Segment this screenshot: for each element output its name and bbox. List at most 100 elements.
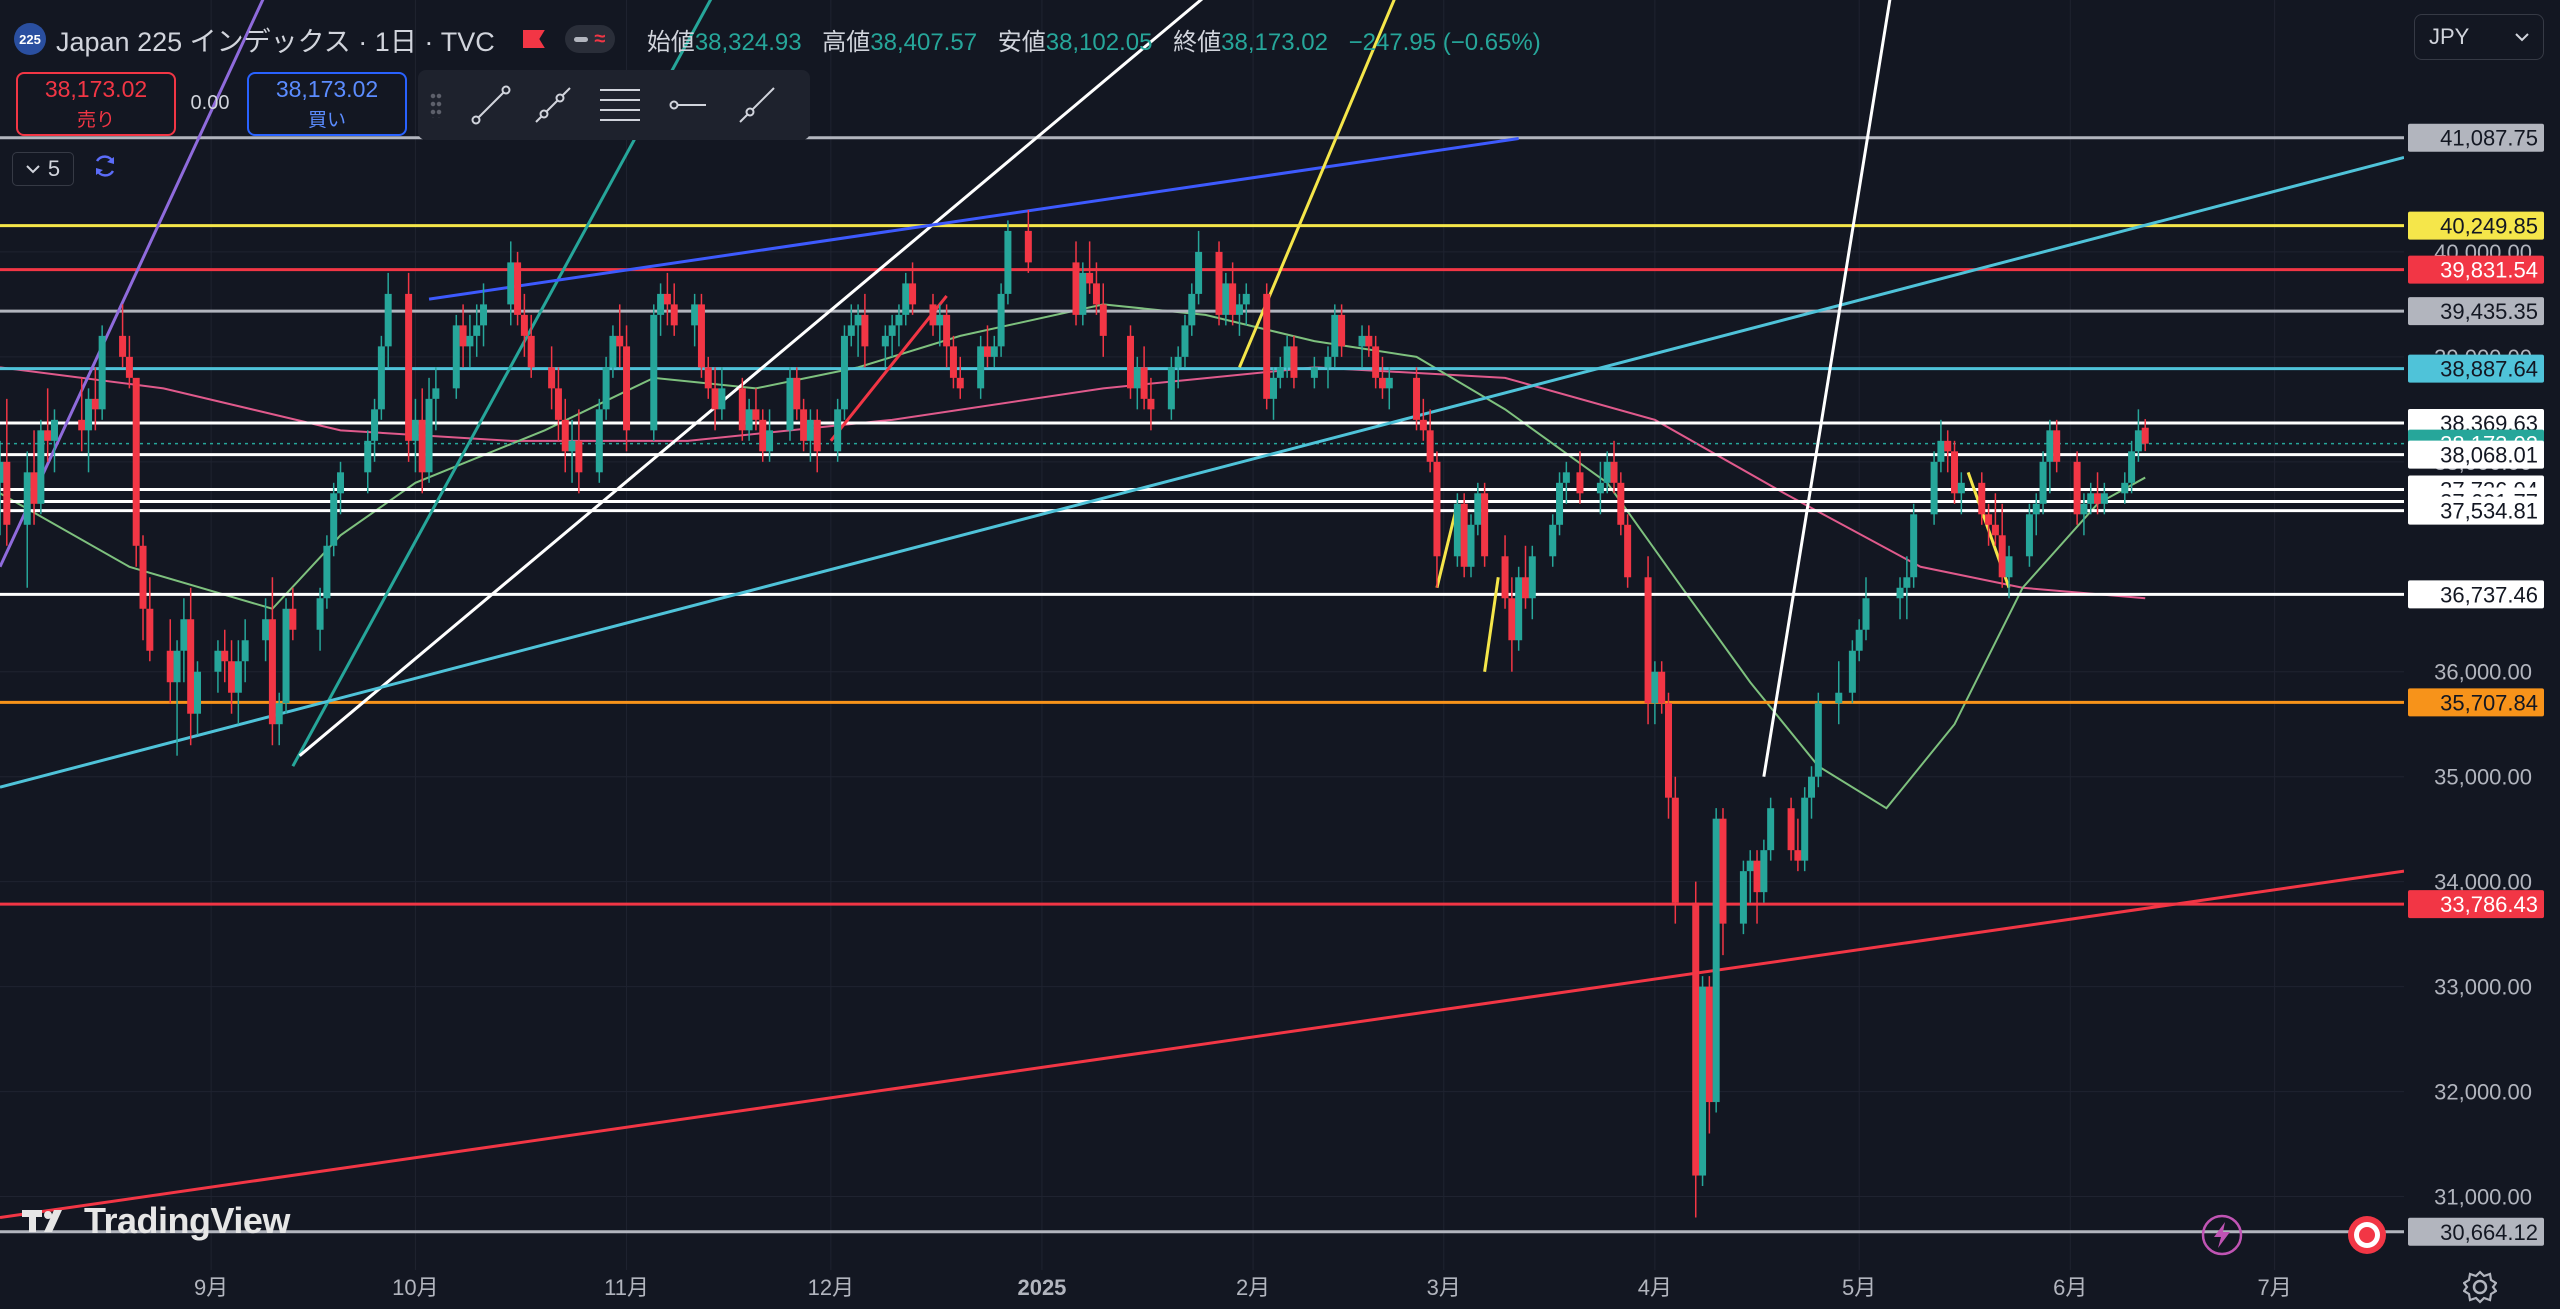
price-axis-bg [2404,0,2560,1309]
candle-body [507,262,515,305]
open-label: 始値 [646,28,695,56]
candle-body [602,367,610,410]
candle-body [527,335,535,368]
price-axis: 31,000.0032,000.0033,000.0034,000.0035,0… [2404,0,2560,1309]
candle-body [834,409,842,452]
price-level-bg [2408,1217,2544,1246]
buy-button[interactable]: 38,173.02 買い [247,72,407,136]
candle-body [1467,524,1475,567]
candle-body [1453,503,1461,557]
candle-body [1481,493,1489,557]
candle-body [384,293,392,347]
high-value: 38,407.57 [870,28,978,56]
candle-body [2080,503,2088,515]
candle-body [1426,430,1434,462]
price-level-text: 38,887.64 [2440,357,2538,382]
candle-body [214,650,222,672]
candle-body [1794,850,1802,861]
trend-line-tool-icon[interactable] [468,82,514,128]
candle-body [1862,598,1870,630]
price-level-bg [2408,890,2544,919]
chevron-down-icon [26,165,40,174]
candle-body [718,388,726,410]
lightning-icon[interactable] [2201,1214,2243,1256]
time-tick-label: 9月 [194,1275,228,1300]
drawing-toolbar [418,70,810,140]
candle-body [1855,629,1863,651]
time-axis: 9月 10月 11月 12月 2025 2月 3月 4月 5月 6月 7月 [0,1270,2560,1309]
fib-tool-icon[interactable] [596,82,642,128]
candlesticks [0,209,2149,1218]
candle-body [1705,986,1713,1103]
trendline [298,0,1204,757]
tradingview-logo[interactable]: TradingView [22,1200,290,1242]
trendline [0,869,2405,1220]
price-level-bg [2408,688,2544,717]
price-tick-label: 36,000.00 [2434,660,2532,685]
compare-toggle-icon[interactable]: ≈ [564,25,615,53]
price-level-text: 33,786.43 [2440,892,2538,917]
candle-body [1501,556,1509,599]
candle-body [1338,314,1346,347]
candle-body [2141,427,2149,444]
indicator-collapse-button[interactable]: 5 [12,152,74,186]
price-level-bg [2408,580,2544,609]
tradingview-logo-icon [22,1210,62,1232]
ohlc-values: 始値38,324.93 高値38,407.57 安値38,102.05 終値38… [647,22,1555,57]
candle-body [1276,367,1284,378]
candle-body [520,314,528,336]
flag-icon[interactable] [522,30,545,48]
candle-body [595,409,603,473]
candle-body [2046,430,2054,462]
trendline [428,137,1519,301]
candle-body [1930,461,1938,515]
gear-icon[interactable] [2463,1270,2497,1304]
horizontal-levels [0,136,2404,1234]
candle-body [956,377,964,389]
candle-body [37,430,45,504]
candle-body [30,472,38,504]
trendline [1483,577,1500,672]
candle-body [1358,335,1366,347]
candle-body [2087,493,2095,504]
sync-icon[interactable] [92,153,118,179]
candle-body [1835,692,1843,704]
symbol-header: 225 Japan 225 インデックス · 1日 · TVC ≈ 始値38,3… [14,18,1555,60]
candle-body [119,335,127,357]
candle-body [1699,986,1707,1176]
currency-select[interactable]: JPY [2414,14,2544,60]
candle-body [234,661,242,693]
candle-body [125,356,133,378]
moving-averages [0,303,2146,810]
candle-body [2128,451,2136,483]
candle-body [1270,377,1278,399]
candle-body [1753,860,1761,893]
close-label: 終値 [1173,28,1222,56]
price-level-label: 39,831.54 [2408,255,2544,284]
candle-body [289,608,297,630]
candle-body [2073,461,2081,515]
horizontal-ray-tool-icon[interactable] [664,82,710,128]
drag-handle-icon[interactable] [430,92,442,118]
candle-body [1419,419,1427,431]
price-level-bg [2408,297,2544,326]
ray-tool-icon[interactable] [530,82,576,128]
record-icon[interactable] [2346,1214,2388,1256]
symbol-badge[interactable]: 225 [14,23,46,55]
price-tick-label: 31,000.00 [2434,1185,2532,1210]
candle-body [85,398,93,431]
candle-body [1719,818,1727,924]
symbol-title[interactable]: Japan 225 インデックス · 1日 · TVC [56,26,495,57]
info-line-tool-icon[interactable] [734,82,780,128]
candle-body [766,430,774,452]
candle-body [221,650,229,662]
time-tick-label: 4月 [1638,1275,1672,1300]
sell-button[interactable]: 38,173.02 売り [16,72,176,136]
candle-body [1460,503,1468,567]
price-level-label: 38,068.01 [2408,440,2544,469]
candle-body [1991,524,1999,536]
candle-body [1576,472,1584,494]
candle-body [1957,482,1965,494]
candle-body [316,598,324,630]
